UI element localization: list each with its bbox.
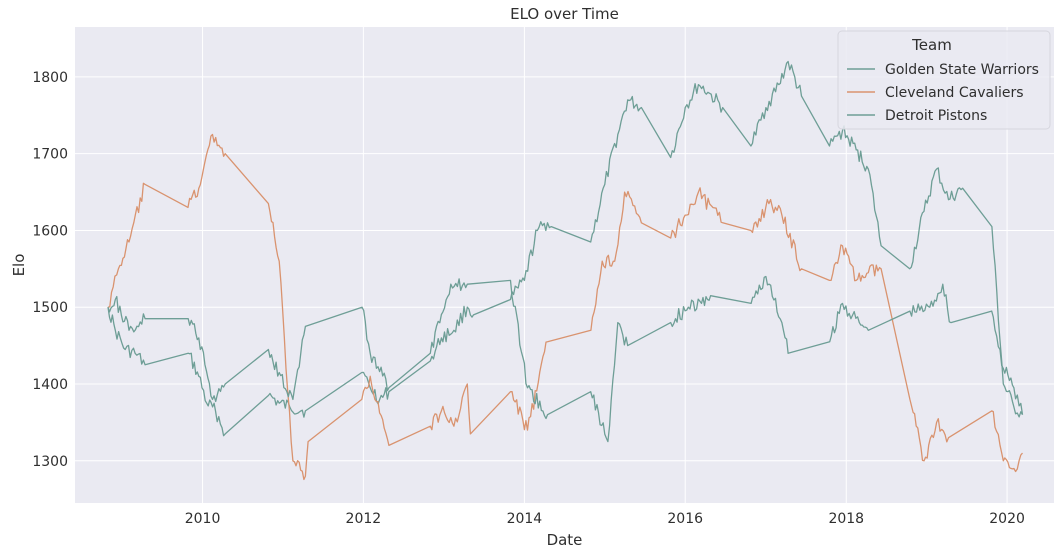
series-line <box>107 133 1023 481</box>
y-tick-label: 1300 <box>32 454 68 470</box>
x-tick-label: 2012 <box>346 511 382 527</box>
x-tick-label: 2014 <box>507 511 543 527</box>
x-tick-label: 2020 <box>989 511 1025 527</box>
y-tick-label: 1500 <box>32 300 68 316</box>
y-tick-label: 1600 <box>32 223 68 239</box>
y-axis-label: Elo <box>10 254 28 277</box>
x-tick-label: 2010 <box>185 511 221 527</box>
tick-labels: 2010 2012 2014 2016 2018 2020 1300 1400 1500 1600… <box>32 70 1025 527</box>
legend-label: Golden State Warriors <box>885 62 1039 78</box>
chart-title: ELO over Time <box>510 5 619 23</box>
legend-label: Cleveland Cavaliers <box>885 85 1024 101</box>
legend-items: Golden State Warriors Cleveland Cavaliers… <box>847 62 1039 124</box>
legend: Team Golden State Warriors Cleveland Cava… <box>837 30 1051 130</box>
y-tick-label: 1400 <box>32 377 68 393</box>
y-tick-label: 1700 <box>32 147 68 163</box>
x-tick-label: 2018 <box>828 511 864 527</box>
legend-title: Team <box>911 36 952 54</box>
series-line <box>107 275 1024 443</box>
x-tick-label: 2016 <box>667 511 703 527</box>
legend-box <box>837 30 1051 130</box>
series-line <box>107 60 1024 437</box>
legend-label: Detroit Pistons <box>885 108 987 124</box>
series-lines <box>107 60 1024 481</box>
x-axis-label: Date <box>547 531 583 549</box>
y-tick-label: 1800 <box>32 70 68 86</box>
grid <box>75 27 1054 503</box>
